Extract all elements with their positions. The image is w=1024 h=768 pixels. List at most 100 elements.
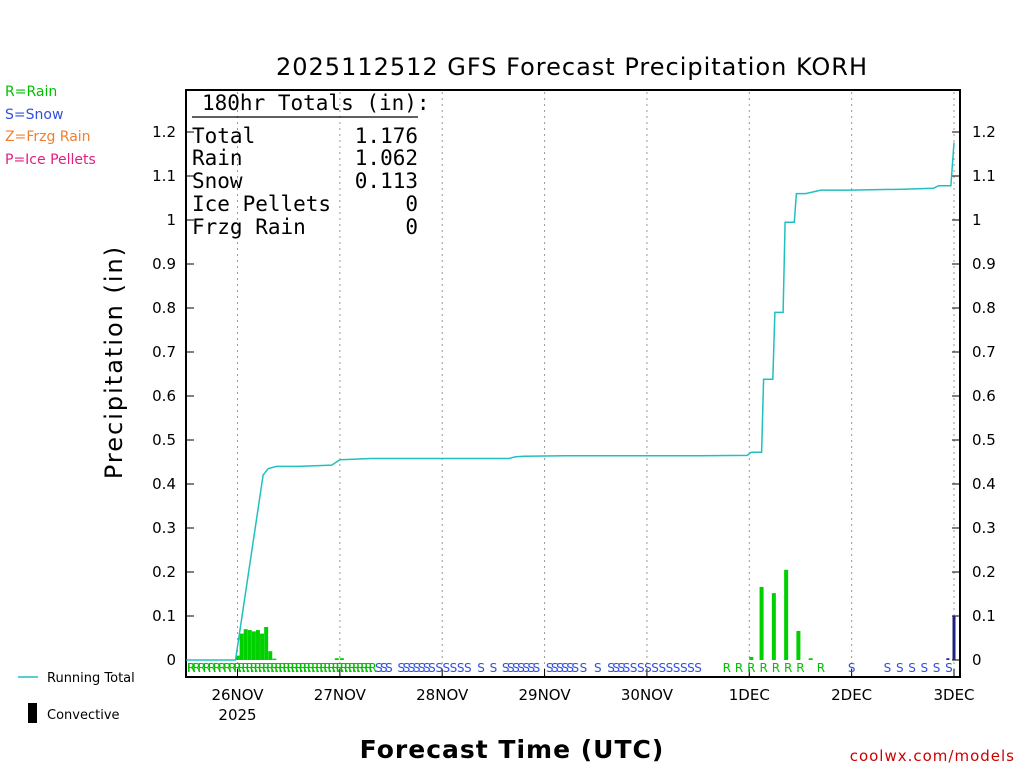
convective-bars xyxy=(946,616,956,660)
ptype-mark-18: R xyxy=(262,661,270,675)
ptype-mark-7: R xyxy=(218,661,226,675)
ptype-mark-8: R xyxy=(223,661,231,675)
y-tick-label-left-3: 0.3 xyxy=(152,519,176,537)
y-tick-label-left-6: 0.6 xyxy=(152,387,176,405)
ptype-mark-90: S xyxy=(687,661,695,675)
ptype-mark-40: R xyxy=(348,661,356,675)
ptype-mark-15: R xyxy=(250,661,258,675)
y-tick-label-right-1: 0.1 xyxy=(972,607,996,625)
ptype-mark-2: R xyxy=(192,661,200,675)
ptype-mark-70: S xyxy=(546,661,554,675)
ptype-mark-79: S xyxy=(612,661,620,675)
y-tick-label-right-12: 1.2 xyxy=(972,123,996,141)
convective-bar-0 xyxy=(946,658,950,660)
rain-bar-16 xyxy=(796,630,801,660)
x-axis-label: Forecast Time (UTC) xyxy=(360,735,665,764)
ptype-mark-55: S xyxy=(428,661,436,675)
ptype-mark-75: S xyxy=(571,661,579,675)
ptype-mark-11: R xyxy=(233,661,241,675)
totals-label-snow: Snow xyxy=(192,169,243,193)
ptype-mark-103: S xyxy=(908,661,916,675)
ptype-mark-64: S xyxy=(507,661,515,675)
ptype-mark-44: R xyxy=(364,661,372,675)
y-tick-label-left-12: 1.2 xyxy=(152,123,176,141)
ptype-mark-46: S xyxy=(375,661,383,675)
rain-bar-6 xyxy=(260,633,265,660)
ptype-mark-72: S xyxy=(556,661,564,675)
totals-label-total: Total xyxy=(192,124,255,148)
ptype-mark-97: R xyxy=(784,661,792,675)
ptype-mark-52: S xyxy=(413,661,421,675)
y-tick-label-left-9: 0.9 xyxy=(152,255,176,273)
ptype-mark-101: S xyxy=(884,661,892,675)
ptype-mark-80: S xyxy=(618,661,626,675)
ptype-mark-56: S xyxy=(435,661,443,675)
ptype-mark-51: S xyxy=(408,661,416,675)
credit-text: coolwx.com/models xyxy=(850,747,1015,765)
x-tick-label-1: 27NOV xyxy=(314,686,367,704)
ptype-mark-27: R xyxy=(295,661,303,675)
y-tick-label-right-3: 0.3 xyxy=(972,519,996,537)
legend-running-total: Running Total xyxy=(47,671,135,686)
ptype-mark-23: R xyxy=(282,661,290,675)
ptype-mark-83: S xyxy=(637,661,645,675)
y-axis-left: 0 0.1 0.2 0.3 0.4 0.5 0.6 0.7 0.8 0.9 1 1.1 1.2 xyxy=(152,123,194,669)
y-tick-label-right-8: 0.8 xyxy=(972,299,996,317)
running-total-line xyxy=(186,142,955,661)
ptype-mark-82: S xyxy=(630,661,638,675)
ptype-legend: R=Rain S=Snow Z=Frzg Rain P=Ice Pellets xyxy=(5,84,96,168)
totals-value-frzg-rain: 0 xyxy=(405,215,418,239)
ptype-mark-33: R xyxy=(319,661,327,675)
y-axis-right: 0 0.1 0.2 0.3 0.4 0.5 0.6 0.7 0.8 0.9 1 1.1 1.2 xyxy=(952,123,996,669)
ptype-mark-12: R xyxy=(237,661,245,675)
ptype-mark-62: S xyxy=(490,661,498,675)
ptype-mark-78: S xyxy=(607,661,615,675)
y-tick-label-right-10: 1 xyxy=(972,211,982,229)
ptype-mark-57: S xyxy=(442,661,450,675)
totals-label-frzg-rain: Frzg Rain xyxy=(192,215,306,239)
x-tick-label-2: 28NOV xyxy=(416,686,469,704)
ptype-mark-100: S xyxy=(848,661,856,675)
ptype-mark-60: S xyxy=(464,661,472,675)
rain-bars xyxy=(235,569,813,660)
y-tick-label-right-6: 0.6 xyxy=(972,387,996,405)
ptype-mark-95: R xyxy=(759,661,767,675)
x-tick-label-5: 1DEC xyxy=(729,686,770,704)
ptype-mark-93: R xyxy=(735,661,743,675)
x-tick-sublabel-0: 2025 xyxy=(218,706,256,724)
ptype-mark-91: S xyxy=(694,661,702,675)
totals-box: 180hr Totals (in): Total 1.176 Rain 1.06… xyxy=(192,91,430,239)
ptype-mark-106: S xyxy=(945,661,953,675)
ptype-mark-76: S xyxy=(580,661,588,675)
ptype-mark-98: R xyxy=(796,661,804,675)
ptype-mark-0: R xyxy=(187,661,195,675)
y-tick-label-right-2: 0.2 xyxy=(972,563,996,581)
ptype-mark-34: R xyxy=(323,661,331,675)
ptype-mark-48: S xyxy=(385,661,393,675)
legend-frzg-rain: Z=Frzg Rain xyxy=(5,129,91,145)
ptype-mark-50: S xyxy=(403,661,411,675)
ptype-mark-17: R xyxy=(258,661,266,675)
legend-rain: R=Rain xyxy=(5,84,57,100)
chart-title: 2025112512 GFS Forecast Precipitation KO… xyxy=(276,53,868,81)
y-tick-label-left-7: 0.7 xyxy=(152,343,176,361)
ptype-mark-19: R xyxy=(266,661,274,675)
y-tick-label-left-5: 0.5 xyxy=(152,431,176,449)
ptype-mark-6: R xyxy=(213,661,221,675)
rain-bar-8 xyxy=(268,651,273,660)
rain-bar-5 xyxy=(255,630,260,660)
ptype-mark-21: R xyxy=(274,661,282,675)
ptype-mark-39: R xyxy=(344,661,352,675)
rain-bar-4 xyxy=(251,631,256,660)
x-tick-label-3: 29NOV xyxy=(519,686,572,704)
ptype-mark-81: S xyxy=(623,661,631,675)
y-axis-label: Precipitation (in) xyxy=(100,245,128,479)
ptype-mark-14: R xyxy=(246,661,254,675)
ptype-mark-38: R xyxy=(340,661,348,675)
ptype-mark-41: R xyxy=(352,661,360,675)
legend-convective-swatch xyxy=(28,703,37,723)
y-tick-label-left-8: 0.8 xyxy=(152,299,176,317)
ptype-mark-3: R xyxy=(198,661,206,675)
gridlines xyxy=(237,92,955,677)
rain-bar-11 xyxy=(339,658,344,660)
